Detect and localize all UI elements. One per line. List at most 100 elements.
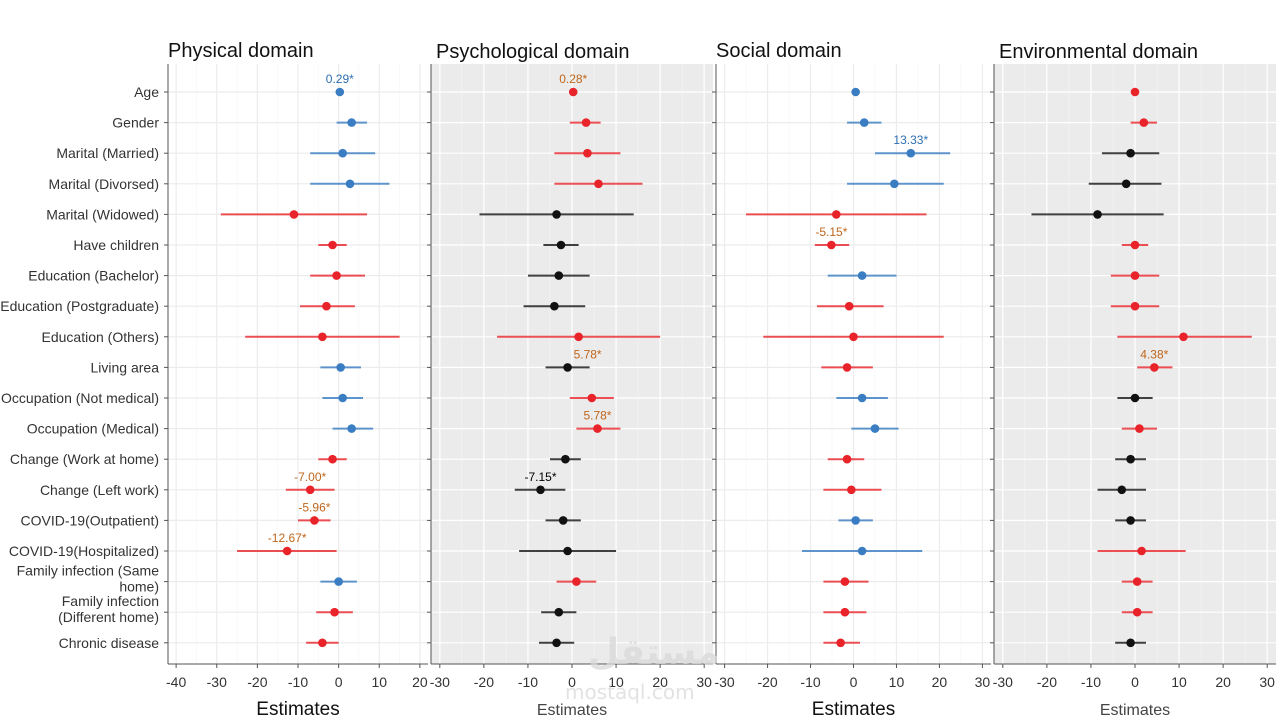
point-estimate — [322, 301, 331, 311]
x-tick-label: 30 — [1259, 674, 1275, 690]
point-estimate — [840, 577, 850, 586]
point-estimate — [310, 516, 319, 525]
point-estimate — [1126, 454, 1135, 464]
x-tick-label: 10 — [371, 674, 387, 690]
y-axis-label: Occupation (Medical) — [27, 421, 159, 437]
point-estimate — [305, 485, 315, 495]
point-estimate — [558, 516, 568, 525]
x-tick-label: -30 — [993, 674, 1013, 690]
point-estimate — [289, 210, 299, 219]
significance-label: -7.15* — [524, 470, 556, 484]
point-estimate — [550, 301, 559, 311]
point-estimate — [1149, 363, 1159, 372]
point-estimate — [1132, 577, 1142, 586]
panel-title: Social domain — [716, 40, 842, 62]
y-axis-label: COVID-19(Outpatient) — [21, 512, 160, 528]
y-axis-label: COVID-19(Hospitalized) — [9, 543, 159, 559]
point-estimate — [870, 424, 880, 433]
point-estimate — [347, 424, 356, 433]
significance-label: 0.29* — [326, 72, 354, 86]
point-estimate — [552, 210, 561, 219]
x-tick-label: -20 — [474, 674, 494, 690]
x-tick-label: 10 — [889, 674, 905, 690]
point-estimate — [1126, 148, 1135, 158]
point-estimate — [574, 332, 583, 342]
significance-label: -5.96* — [298, 500, 330, 514]
point-estimate — [334, 577, 343, 586]
x-axis-title: Estimates — [1100, 702, 1170, 719]
x-tick-label: -30 — [430, 674, 450, 690]
point-estimate — [1132, 607, 1142, 617]
y-axis-label: Education (Bachelor) — [28, 268, 159, 284]
x-axis-title: Estimates — [537, 702, 607, 719]
significance-label: -12.67* — [268, 531, 307, 545]
y-axis-label: Family infection (Same home) — [17, 563, 160, 595]
point-estimate — [572, 577, 581, 586]
point-estimate — [554, 271, 564, 280]
x-tick-label: -20 — [757, 674, 777, 690]
point-estimate — [1130, 301, 1140, 311]
y-axis-label: Living area — [91, 359, 160, 375]
point-estimate — [1117, 485, 1127, 495]
point-estimate — [338, 393, 347, 403]
significance-label: 5.78* — [574, 347, 602, 361]
point-estimate — [338, 148, 347, 158]
y-axis-label: Education (Postgraduate) — [0, 298, 159, 314]
point-estimate — [318, 638, 327, 648]
point-estimate — [536, 485, 545, 495]
point-estimate — [1126, 638, 1135, 648]
point-estimate — [1093, 210, 1102, 219]
point-estimate — [568, 87, 578, 97]
y-axis-label: Chronic disease — [59, 635, 160, 651]
panel-title: Psychological domain — [436, 41, 629, 63]
x-axis-title: Estimates — [812, 699, 895, 720]
significance-label: 13.33* — [893, 133, 928, 147]
point-estimate — [552, 638, 561, 648]
y-axis-label: Occupation (Not medical) — [1, 390, 159, 406]
point-estimate — [328, 240, 337, 250]
point-estimate — [1137, 546, 1146, 556]
point-estimate — [1130, 87, 1140, 97]
x-tick-label: 0 — [335, 674, 343, 690]
point-estimate — [1121, 179, 1131, 189]
y-axis-label: Have children — [73, 237, 159, 253]
point-estimate — [554, 607, 564, 617]
significance-label: -7.00* — [294, 470, 326, 484]
point-estimate — [1130, 393, 1140, 403]
point-estimate — [1130, 240, 1140, 250]
x-tick-label: 10 — [608, 674, 624, 690]
point-estimate — [851, 516, 860, 525]
y-axis-label: Change (Left work) — [40, 482, 159, 498]
point-estimate — [594, 179, 603, 189]
point-estimate — [561, 454, 570, 464]
point-estimate — [851, 87, 860, 97]
point-estimate — [583, 148, 592, 158]
point-estimate — [842, 454, 852, 464]
y-axis-label: Gender — [112, 115, 159, 131]
significance-label: 4.38* — [1140, 347, 1168, 361]
point-estimate — [335, 87, 345, 97]
x-tick-label: 20 — [652, 674, 668, 690]
significance-label: 5.78* — [583, 409, 611, 423]
panel-title: Physical domain — [168, 40, 314, 62]
y-axis-label: Marital (Divorsed) — [49, 176, 159, 192]
point-estimate — [859, 118, 869, 127]
point-estimate — [836, 638, 845, 648]
point-estimate — [556, 240, 566, 250]
point-estimate — [587, 393, 597, 403]
y-axis-label: Marital (Widowed) — [46, 206, 159, 222]
x-tick-label: 30 — [975, 674, 991, 690]
point-estimate — [563, 363, 572, 372]
point-estimate — [840, 607, 850, 617]
point-estimate — [827, 240, 836, 250]
point-estimate — [1130, 271, 1140, 280]
x-tick-label: 20 — [1215, 674, 1231, 690]
x-tick-label: 0 — [850, 674, 858, 690]
point-estimate — [328, 454, 337, 464]
y-axis-label: Age — [134, 84, 159, 100]
point-estimate — [563, 546, 572, 556]
point-estimate — [330, 607, 339, 617]
point-estimate — [347, 118, 356, 127]
point-estimate — [832, 210, 841, 219]
